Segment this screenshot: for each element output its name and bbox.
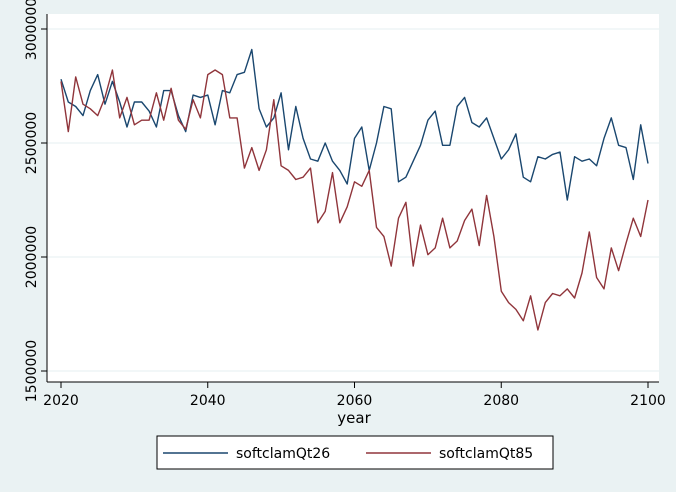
x-tick-label: 2100 [630,393,666,409]
x-tick-label: 2080 [483,393,519,409]
plot-region [47,14,659,382]
y-tick-label: 1500000 [24,340,40,402]
legend: softclamQt26 softclamQt85 [156,435,554,470]
grid-lines [47,28,659,372]
x-axis-title: year [337,409,371,427]
legend-label: softclamQt26 [236,446,330,462]
series-layer [60,48,649,331]
series-line-softclamQt26 [60,48,649,201]
legend-label: softclamQt85 [439,446,533,462]
y-tick-label: 2000000 [24,226,40,288]
y-tick-label: 3000000 [24,0,40,60]
y-tick-label: 2500000 [24,112,40,174]
x-tick-label: 2040 [190,393,226,409]
x-tick-label: 2020 [43,393,79,409]
axes: 1500000 2000000 2500000 3000000 2020 2040 2060… [24,0,666,409]
x-tick-label: 2060 [337,393,373,409]
series-line-softclamQt85 [60,69,649,331]
